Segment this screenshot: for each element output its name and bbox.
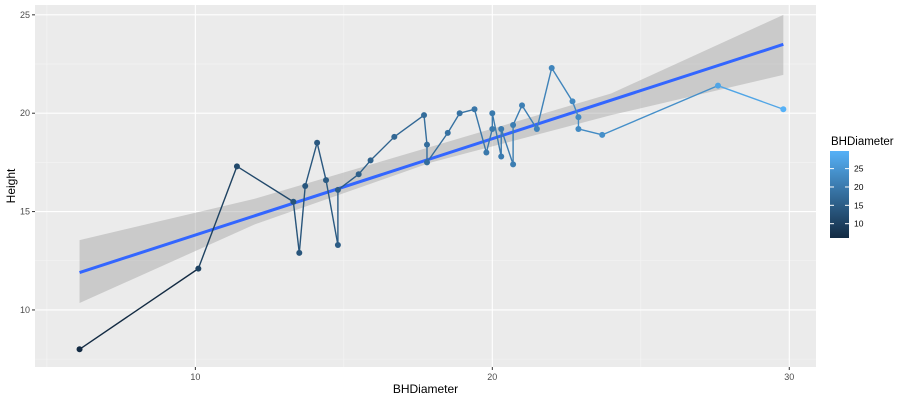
data-point [489,110,496,117]
data-line-segment [578,128,603,136]
data-point [569,98,576,105]
data-line-segment [551,67,574,102]
data-point [599,131,606,138]
data-line-segment [447,112,461,134]
legend-tick-label: 20 [854,182,864,192]
x-tick-label: 30 [784,372,794,382]
data-line-segment [473,109,488,153]
plot-panel [35,5,816,367]
data-line-segment [393,114,425,138]
data-point [519,102,526,109]
data-line-segment [500,128,514,165]
data-line-segment [316,142,327,181]
data-line-segment [325,179,339,246]
data-line-segment [485,128,493,153]
x-tick-label: 20 [487,372,497,382]
data-point [302,183,309,189]
legend-colorbar [830,151,849,238]
major-gridlines [35,5,816,367]
y-axis-title: Height [4,168,18,203]
data-point [334,242,341,249]
y-tick-label: 20 [20,108,30,118]
y-tick-label: 10 [20,305,30,315]
data-point [533,125,540,132]
data-point [423,141,430,148]
data-line-segment [521,104,538,130]
x-axis-ticks: 10 20 30 [190,367,794,382]
legend-ticks: 10 15 20 25 [830,164,864,229]
trend-line [79,42,784,274]
data-point [233,163,240,170]
data-line-segment [426,132,449,163]
data-point [510,122,517,129]
y-tick-label: 15 [20,207,30,217]
data-point [314,139,321,146]
data-point [498,125,505,132]
data-point [421,112,428,119]
data-line-segment [423,115,428,145]
data-point [444,129,451,136]
data-line-segment [292,201,300,253]
data-point [575,125,582,132]
x-tick-label: 10 [190,372,200,382]
legend-tick-label: 15 [854,200,864,210]
legend-tick-label: 10 [854,219,864,229]
data-path-segments [79,67,784,350]
data-line-segment [512,105,523,126]
data-point [423,159,430,166]
data-point [498,153,505,160]
data-point [355,171,362,178]
data-line-segment [197,166,238,269]
data-line-segment [236,165,294,203]
data-line-segment [337,173,360,191]
data-line-segment [601,85,719,136]
data-line-segment [304,142,318,187]
data-point [456,110,463,117]
data-point [471,106,478,113]
data-point [367,157,374,164]
data-point [780,106,787,113]
data-line-segment [536,67,553,130]
data-line-segment [491,113,502,157]
data-point [296,249,303,256]
data-line-segment [717,85,784,110]
y-tick-label: 25 [20,10,30,20]
data-point [510,161,517,168]
data-line-segment [370,136,395,161]
color-legend: BHDiameter 10 15 20 25 [830,136,894,238]
data-point [575,114,582,121]
x-axis-title: BHDiameter [393,382,458,396]
data-line-segment [298,185,306,253]
data-point [483,149,490,156]
data-points [76,64,787,353]
legend-tick-label: 25 [854,164,864,174]
data-point [548,64,555,71]
data-point [334,186,341,193]
data-point [76,346,83,353]
data-point [195,265,202,272]
data-point [323,177,330,184]
y-axis-ticks: 10 15 20 25 [20,10,35,315]
trend-line-group [79,42,784,274]
data-line-segment [79,268,199,350]
legend-title: BHDiameter [831,136,894,148]
data-point [391,133,398,140]
data-point [489,125,496,132]
data-line-segment [358,159,372,175]
data-point [715,82,722,89]
data-point [290,198,297,205]
